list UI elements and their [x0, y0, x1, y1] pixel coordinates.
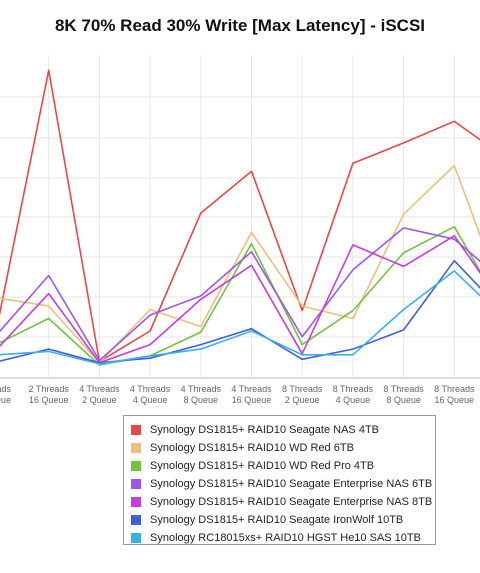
x-tick-label: 4 Threads 16 Queue	[231, 384, 272, 405]
legend-label: Synology DS1815+ RAID10 Seagate Enterpri…	[150, 496, 433, 508]
x-tick-label: 2 Threads 16 Queue	[29, 384, 70, 405]
series-line-7	[0, 270, 480, 365]
x-tick-label: 8 Threads 8 Queue	[383, 384, 424, 405]
gridlines	[0, 55, 480, 379]
series-lines	[0, 69, 480, 366]
series-line-6	[0, 259, 480, 364]
series-line-5	[0, 235, 480, 364]
x-tick-label: 8 Threads 16 Queue	[434, 384, 475, 405]
legend-swatch	[131, 443, 141, 453]
legend-swatch	[131, 425, 141, 435]
legend-label: Synology DS1815+ RAID10 Seagate NAS 4TB	[150, 424, 379, 436]
legend-label: Synology DS1815+ RAID10 WD Red 6TB	[150, 442, 354, 454]
legend-swatch	[131, 461, 141, 471]
series-line-1	[0, 69, 480, 363]
legend-item: Synology DS1815+ RAID10 WD Red 6TB	[131, 439, 435, 457]
legend-item: Synology DS1815+ RAID10 Seagate Enterpri…	[131, 475, 435, 493]
x-tick-label: 8 Threads 4 Queue	[333, 384, 374, 405]
legend-label: Synology DS1815+ RAID10 Seagate IronWolf…	[150, 514, 404, 526]
legend-label: Synology DS1815+ RAID10 Seagate Enterpri…	[150, 478, 433, 490]
legend-swatch	[131, 479, 141, 489]
series-line-3	[0, 225, 480, 366]
legend-item: Synology DS1815+ RAID10 Seagate IronWolf…	[131, 511, 435, 529]
x-tick-label: 8 Threads 2 Queue	[282, 384, 323, 405]
legend-item: Synology RC18015xs+ RAID10 HGST He10 SAS…	[131, 529, 435, 547]
x-tick-label: 4 Threads 4 Queue	[130, 384, 171, 405]
chart-title: 8K 70% Read 30% Write [Max Latency] - iS…	[54, 16, 426, 35]
legend-item: Synology DS1815+ RAID10 Seagate Enterpri…	[131, 493, 435, 511]
legend-swatch	[131, 515, 141, 525]
x-tick-label: 4 Threads 8 Queue	[181, 384, 222, 405]
legend-label: Synology RC18015xs+ RAID10 HGST He10 SAS…	[150, 532, 421, 544]
legend: Synology DS1815+ RAID10 Seagate NAS 4TB S…	[123, 415, 436, 545]
x-tick-label: 4 Threads 2 Queue	[79, 384, 120, 405]
legend-swatch	[131, 497, 141, 507]
legend-item: Synology DS1815+ RAID10 WD Red Pro 4TB	[131, 457, 435, 475]
legend-item: Synology DS1815+ RAID10 Seagate NAS 4TB	[131, 421, 435, 439]
x-tick-label: ThreadsQueue	[0, 384, 11, 405]
legend-label: Synology DS1815+ RAID10 WD Red Pro 4TB	[150, 460, 375, 472]
series-line-2	[0, 164, 480, 364]
legend-swatch	[131, 533, 141, 543]
series-line-4	[0, 227, 480, 362]
